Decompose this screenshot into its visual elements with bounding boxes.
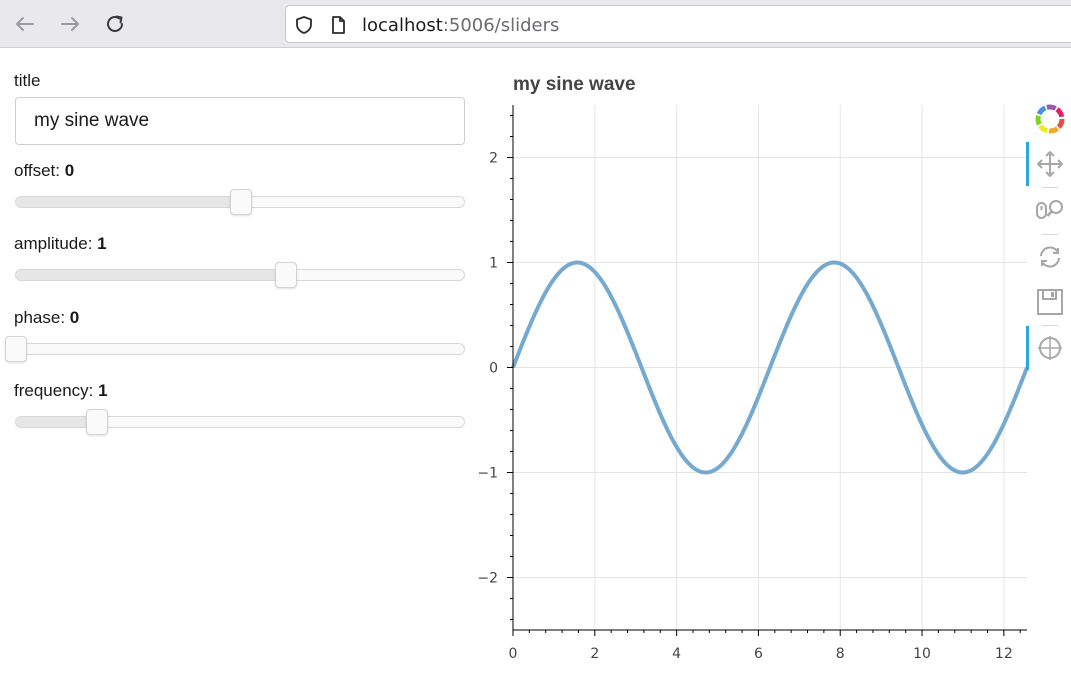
amplitude-slider[interactable] bbox=[15, 262, 465, 288]
y-tick-label: 0 bbox=[489, 361, 498, 377]
reload-icon[interactable] bbox=[101, 10, 129, 38]
save-icon[interactable] bbox=[1032, 284, 1068, 320]
x-tick-label: 2 bbox=[590, 646, 599, 662]
x-tick-label: 8 bbox=[836, 646, 845, 662]
offset-slider-fill bbox=[16, 197, 241, 207]
amplitude-slider-fill bbox=[16, 270, 286, 280]
toolbar-divider bbox=[1042, 234, 1058, 235]
frequency-label: frequency: 1 bbox=[14, 381, 108, 401]
shield-icon[interactable] bbox=[294, 15, 314, 35]
amplitude-slider-handle[interactable] bbox=[275, 262, 297, 288]
url-path: :5006/sliders bbox=[442, 15, 560, 36]
pan-active-indicator bbox=[1026, 142, 1029, 186]
phase-label-text: phase: bbox=[14, 308, 70, 327]
amplitude-value: 1 bbox=[97, 234, 107, 253]
offset-slider-handle[interactable] bbox=[230, 189, 252, 215]
url-host: localhost bbox=[362, 15, 443, 36]
offset-label-text: offset: bbox=[14, 161, 65, 180]
url-bar[interactable]: localhost:5006/sliders bbox=[285, 5, 1071, 43]
y-tick-label: 2 bbox=[489, 151, 498, 167]
frequency-label-text: frequency: bbox=[14, 381, 99, 400]
plot-title: my sine wave bbox=[513, 74, 636, 95]
pan-icon[interactable] bbox=[1032, 146, 1068, 182]
amplitude-label: amplitude: 1 bbox=[14, 234, 107, 254]
offset-label: offset: 0 bbox=[14, 161, 74, 181]
crosshair-icon[interactable] bbox=[1032, 330, 1068, 366]
bokeh-logo-icon[interactable] bbox=[1032, 101, 1068, 137]
frequency-value: 1 bbox=[98, 381, 108, 400]
back-arrow-icon[interactable] bbox=[11, 10, 39, 38]
crosshair-active-indicator bbox=[1026, 326, 1029, 370]
y-tick-label: −1 bbox=[477, 466, 498, 482]
frequency-slider-handle[interactable] bbox=[86, 409, 108, 435]
sine-wave-line bbox=[511, 260, 1029, 475]
x-tick-label: 4 bbox=[672, 646, 681, 662]
page-icon[interactable] bbox=[328, 15, 348, 35]
browser-toolbar: localhost:5006/sliders bbox=[0, 0, 1071, 48]
url-text[interactable]: localhost:5006/sliders bbox=[362, 15, 559, 36]
x-tick-label: 6 bbox=[754, 646, 763, 662]
x-tick-label: 0 bbox=[509, 646, 518, 662]
phase-slider-handle[interactable] bbox=[5, 336, 27, 362]
phase-slider[interactable] bbox=[5, 336, 465, 362]
frequency-slider[interactable] bbox=[15, 409, 465, 435]
phase-label: phase: 0 bbox=[14, 308, 79, 328]
toolbar-divider bbox=[1042, 187, 1058, 188]
toolbar-divider bbox=[1042, 325, 1058, 326]
y-tick-label: 1 bbox=[489, 256, 498, 272]
frequency-slider-fill bbox=[16, 417, 97, 427]
title-label: title bbox=[14, 71, 41, 90]
phase-value: 0 bbox=[69, 308, 80, 327]
title-input[interactable]: my sine wave bbox=[15, 97, 465, 145]
offset-slider[interactable] bbox=[15, 189, 465, 215]
reset-icon[interactable] bbox=[1032, 239, 1068, 275]
y-tick-label: −2 bbox=[477, 571, 498, 587]
x-tick-label: 12 bbox=[995, 646, 1013, 662]
wheel-zoom-icon[interactable] bbox=[1032, 192, 1068, 228]
amplitude-label-text: amplitude: bbox=[14, 234, 98, 253]
x-tick-label: 10 bbox=[913, 646, 931, 662]
offset-value: 0 bbox=[64, 161, 75, 180]
forward-arrow-icon[interactable] bbox=[56, 10, 84, 38]
